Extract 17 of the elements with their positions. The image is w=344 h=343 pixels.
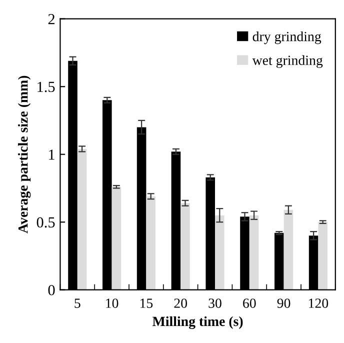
- y-tick-label: 2: [48, 14, 54, 24]
- x-tick-label: 30: [208, 298, 222, 308]
- y-tick-label: 1: [49, 150, 54, 160]
- x-tick-label: 60: [243, 298, 256, 308]
- y-tick-label: 0: [48, 284, 55, 296]
- x-tick-label: 20: [174, 298, 188, 308]
- x-tick-label: 5: [74, 298, 80, 308]
- x-tick-label: 120: [309, 298, 328, 308]
- x-axis-title: Milling time (s): [152, 316, 243, 330]
- y-axis-title: Average particle size (mm): [18, 76, 31, 234]
- y-tick-label: 0.5: [36, 217, 55, 228]
- legend-label: wet grinding: [252, 55, 323, 68]
- x-tick-label: 15: [140, 298, 153, 308]
- legend-label: dry grinding: [252, 31, 322, 44]
- x-tick-label: 10: [106, 298, 118, 308]
- y-tick-label: 1.5: [38, 82, 55, 92]
- x-tick-label: 90: [277, 298, 290, 308]
